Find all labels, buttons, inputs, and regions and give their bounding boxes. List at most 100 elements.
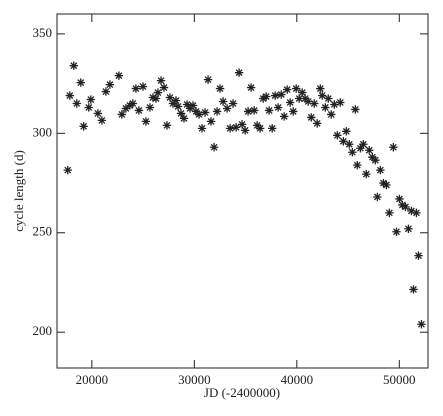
y-tick-label: 300: [33, 124, 53, 139]
data-point: [125, 101, 135, 110]
data-point: [327, 110, 336, 119]
y-tick-label: 250: [33, 224, 53, 239]
data-point: [228, 99, 238, 108]
data-point: [333, 131, 342, 140]
data-point: [246, 83, 256, 92]
data-point: [188, 101, 198, 110]
data-point: [101, 87, 111, 96]
data-point: [382, 180, 391, 190]
data-point: [373, 192, 382, 202]
data-point: [197, 124, 207, 133]
data-point: [395, 194, 404, 204]
data-point: [185, 104, 195, 113]
data-point: [212, 107, 222, 116]
data-point: [407, 206, 416, 216]
x-tick-label: 20000: [76, 372, 109, 387]
y-tick-label: 350: [33, 25, 53, 40]
data-point: [324, 94, 333, 103]
data-point: [79, 122, 88, 131]
data-point: [412, 208, 421, 218]
data-point: [409, 285, 418, 294]
data-point: [165, 93, 175, 102]
data-point: [240, 126, 250, 135]
data-point: [69, 61, 79, 70]
data-point: [252, 121, 262, 130]
data-point: [65, 91, 75, 100]
data-point: [417, 320, 426, 329]
data-point: [359, 140, 368, 149]
data-point: [176, 109, 186, 118]
data-point: [273, 103, 283, 112]
data-point: [316, 84, 325, 93]
data-point: [356, 144, 365, 153]
data-point: [277, 90, 286, 99]
data-point: [234, 68, 244, 77]
data-point: [237, 120, 247, 129]
data-point: [97, 116, 107, 125]
data-point: [128, 99, 138, 108]
data-point: [255, 124, 265, 133]
data-point: [206, 117, 216, 126]
x-tick-label: 40000: [281, 372, 314, 387]
x-tick-label: 30000: [178, 372, 211, 387]
data-point: [141, 117, 151, 126]
data-point: [398, 200, 407, 210]
data-point: [182, 100, 192, 109]
plot-frame: [56, 13, 429, 369]
data-point: [148, 93, 158, 102]
data-point: [345, 140, 354, 149]
data-point: [159, 83, 169, 92]
data-point: [289, 107, 298, 116]
data-point: [173, 102, 183, 111]
x-axis-label: JD (-2400000): [204, 385, 280, 400]
data-point: [264, 106, 274, 115]
data-point: [282, 85, 292, 94]
data-point: [209, 143, 219, 152]
data-point: [84, 103, 93, 112]
data-point: [86, 95, 96, 104]
data-point: [203, 75, 213, 84]
data-point: [72, 99, 81, 108]
data-point: [414, 251, 423, 260]
data-point: [138, 82, 148, 91]
data-point: [368, 152, 377, 162]
data-point: [179, 114, 189, 123]
data-point: [200, 108, 210, 117]
data-point: [362, 169, 371, 179]
data-point: [268, 124, 277, 133]
data-point: [313, 119, 322, 128]
data-point: [76, 78, 85, 87]
data-point: [298, 88, 307, 97]
data-point: [215, 84, 225, 93]
data-point: [153, 88, 163, 97]
x-tick-label: 50000: [383, 372, 416, 387]
data-point: [336, 98, 345, 107]
y-axis-label: cycle length (d): [11, 150, 26, 232]
data-point: [105, 80, 115, 89]
data-point: [301, 94, 310, 103]
data-point: [162, 121, 172, 130]
data-point: [243, 107, 253, 116]
data-point: [365, 146, 374, 155]
data-point: [171, 96, 181, 105]
data-point: [121, 104, 131, 113]
data-point: [280, 112, 289, 121]
data-point: [318, 91, 327, 100]
data-point: [156, 76, 166, 85]
data-point: [194, 110, 204, 119]
data-point: [259, 94, 268, 103]
data-point: [231, 123, 241, 132]
data-point: [168, 99, 178, 108]
data-point: [392, 227, 401, 236]
data-point: [270, 91, 280, 100]
data-point: [348, 148, 357, 157]
data-point: [404, 224, 413, 233]
data-point: [218, 97, 228, 106]
data-point: [114, 71, 124, 80]
data-point: [63, 165, 72, 175]
data-point: [389, 143, 398, 152]
data-point: [379, 178, 388, 188]
data-point: [225, 124, 235, 133]
data-point: [145, 103, 155, 112]
